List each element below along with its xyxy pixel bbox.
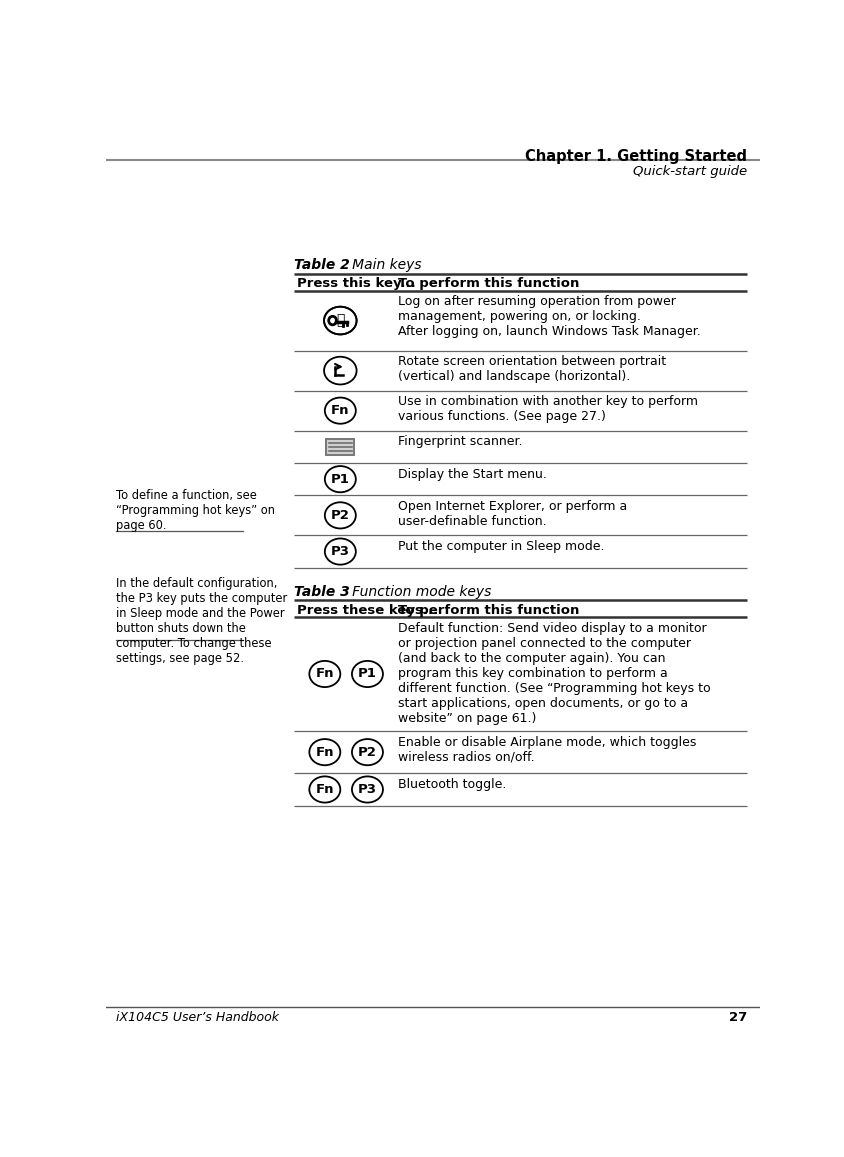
- Text: Enable or disable Airplane mode, which toggles
wireless radios on/off.: Enable or disable Airplane mode, which t…: [398, 736, 697, 764]
- Text: Table 2: Table 2: [294, 258, 349, 272]
- Text: P2: P2: [358, 745, 377, 759]
- Text: Put the computer in Sleep mode.: Put the computer in Sleep mode.: [398, 540, 605, 553]
- Text: Fn: Fn: [316, 745, 334, 759]
- Text: Display the Start menu.: Display the Start menu.: [398, 467, 547, 480]
- Text: Fn: Fn: [316, 783, 334, 796]
- Text: Default function: Send video display to a monitor
or projection panel connected : Default function: Send video display to …: [398, 621, 711, 724]
- Text: In the default configuration,
the P3 key puts the computer
in Sleep mode and the: In the default configuration, the P3 key…: [116, 577, 288, 665]
- Text: Fn: Fn: [331, 404, 349, 418]
- Text: Use in combination with another key to perform
various functions. (See page 27.): Use in combination with another key to p…: [398, 396, 699, 423]
- Text: P2: P2: [331, 509, 349, 522]
- Text: Press this key...: Press this key...: [297, 278, 416, 290]
- Text: Table 3: Table 3: [294, 584, 349, 598]
- Text: Press these keys...: Press these keys...: [297, 604, 438, 617]
- Text: Chapter 1. Getting Started: Chapter 1. Getting Started: [525, 149, 747, 164]
- Text: Fn: Fn: [316, 668, 334, 680]
- Text: ⚿: ⚿: [336, 314, 344, 327]
- Text: Main keys: Main keys: [338, 258, 421, 272]
- Text: To define a function, see
“Programming hot keys” on
page 60.: To define a function, see “Programming h…: [116, 489, 275, 532]
- Text: Open Internet Explorer, or perform a
user-definable function.: Open Internet Explorer, or perform a use…: [398, 500, 628, 528]
- Text: P1: P1: [331, 473, 349, 486]
- Text: Quick-start guide: Quick-start guide: [633, 165, 747, 178]
- FancyBboxPatch shape: [327, 440, 354, 455]
- Text: Fingerprint scanner.: Fingerprint scanner.: [398, 435, 523, 448]
- Text: iX104C5 User’s Handbook: iX104C5 User’s Handbook: [116, 1011, 279, 1024]
- Text: Bluetooth toggle.: Bluetooth toggle.: [398, 778, 507, 791]
- Text: Rotate screen orientation between portrait
(vertical) and landscape (horizontal): Rotate screen orientation between portra…: [398, 355, 667, 383]
- Text: P3: P3: [331, 545, 349, 558]
- Text: P1: P1: [358, 668, 377, 680]
- Text: To perform this function: To perform this function: [398, 604, 580, 617]
- Text: Function mode keys: Function mode keys: [338, 584, 491, 598]
- Text: 27: 27: [729, 1011, 747, 1024]
- Text: P3: P3: [358, 783, 377, 796]
- Text: Log on after resuming operation from power
management, powering on, or locking.
: Log on after resuming operation from pow…: [398, 295, 701, 338]
- Text: To perform this function: To perform this function: [398, 278, 580, 290]
